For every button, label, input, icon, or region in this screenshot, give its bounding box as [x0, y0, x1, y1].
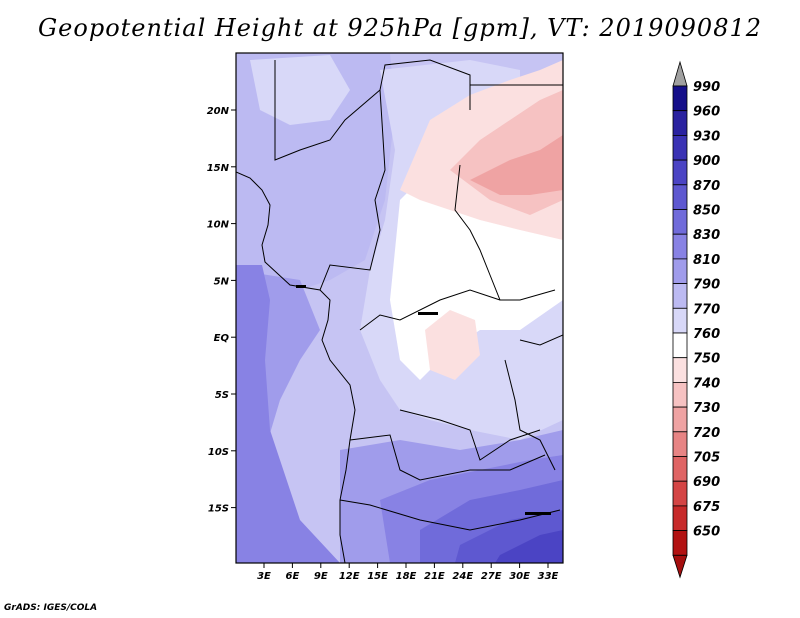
lat-tick-label: 10N — [207, 220, 230, 231]
colorbar-swatch — [672, 357, 688, 383]
lon-tick-label: 15E — [367, 571, 388, 582]
colorbar-level-label: 730 — [693, 401, 720, 416]
colorbar-swatch — [672, 480, 688, 507]
colorbar-level-label: 900 — [693, 154, 720, 169]
colorbar-bottom-arrow — [672, 554, 688, 579]
lat-tick-label: 5N — [214, 276, 230, 287]
colorbar-level-label: 675 — [693, 500, 720, 515]
lat-tick-label: 5S — [215, 390, 229, 401]
latitude-tick-labels: 20N 15N 10N 5N EQ 5S 10S 15S — [207, 106, 236, 515]
colorbar-swatch — [672, 505, 688, 531]
colorbar-swatch — [672, 159, 688, 186]
colorbar-swatch — [672, 307, 688, 334]
lat-tick-label: 20N — [207, 106, 230, 117]
colorbar-level-label: 720 — [693, 426, 720, 441]
colorbar-swatch — [672, 233, 688, 260]
colorbar-level-label: 705 — [693, 451, 720, 466]
colorbar-level-label: 750 — [693, 352, 720, 367]
lat-tick-label: 10S — [208, 447, 229, 458]
colorbar-swatch — [672, 85, 688, 112]
lon-tick-label: 27E — [481, 571, 502, 582]
lat-tick-label: 15S — [208, 504, 229, 515]
lat-tick-label: EQ — [214, 333, 230, 344]
lat-tick-label: 15N — [207, 163, 230, 174]
colorbar-swatch — [672, 381, 688, 408]
colorbar-level-label: 870 — [693, 179, 720, 194]
colorbar-swatch — [672, 209, 688, 235]
lon-tick-label: 18E — [396, 571, 417, 582]
colorbar-level-label: 830 — [693, 228, 720, 243]
colorbar-level-label: 810 — [693, 253, 720, 268]
colorbar: 990 960 930 900 870 850 830 810 790 770 760 750 740 7… — [672, 60, 720, 579]
colorbar-level-label: 770 — [693, 302, 720, 317]
grads-credit: GrADS: IGES/COLA — [4, 603, 98, 613]
lon-tick-label: 21E — [424, 571, 445, 582]
lon-tick-label: 33E — [538, 571, 559, 582]
lon-tick-label: 3E — [257, 571, 271, 582]
lon-tick-label: 6E — [286, 571, 300, 582]
longitude-tick-labels: 3E 6E 9E 12E 15E 18E 21E 24E 27E 30E 33E — [257, 563, 559, 582]
colorbar-level-label: 760 — [693, 327, 720, 342]
colorbar-swatch — [672, 332, 688, 359]
colorbar-swatch — [672, 110, 688, 136]
lon-tick-label: 9E — [314, 571, 328, 582]
colorbar-swatch — [672, 456, 688, 482]
colorbar-level-label: 650 — [693, 525, 720, 540]
colorbar-level-label: 850 — [693, 204, 720, 219]
colorbar-level-label: 930 — [693, 129, 720, 144]
colorbar-level-label: 740 — [693, 376, 720, 391]
colorbar-swatch — [672, 406, 688, 433]
colorbar-level-label: 990 — [693, 80, 720, 95]
colorbar-top-arrow — [672, 60, 688, 87]
colorbar-level-label: 960 — [693, 105, 720, 120]
colorbar-swatch — [672, 431, 688, 457]
colorbar-level-label: 790 — [693, 278, 720, 293]
lon-tick-label: 30E — [509, 571, 530, 582]
lon-tick-label: 12E — [339, 571, 360, 582]
map-frame — [235, 52, 564, 564]
colorbar-level-label: 690 — [693, 475, 720, 490]
colorbar-swatch — [672, 258, 688, 284]
map-panel — [236, 53, 563, 563]
colorbar-swatch — [672, 134, 688, 161]
colorbar-swatch — [672, 283, 688, 309]
colorbar-swatch — [672, 184, 688, 210]
colorbar-swatch — [672, 530, 688, 556]
chart-title: Geopotential Height at 925hPa [gpm], VT:… — [38, 14, 762, 42]
lon-tick-label: 24E — [452, 571, 473, 582]
